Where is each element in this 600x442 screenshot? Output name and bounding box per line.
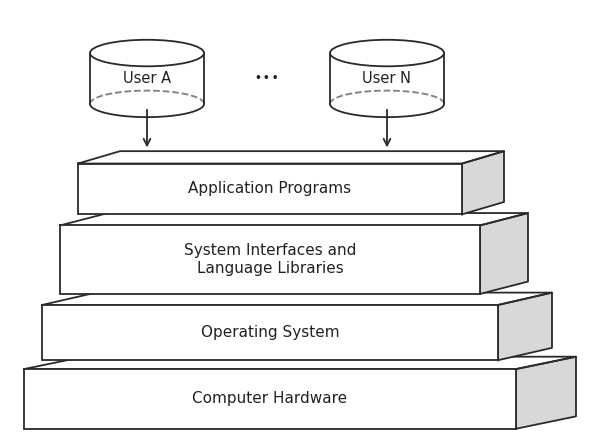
Polygon shape [516,357,576,429]
Bar [24,369,516,429]
Text: Computer Hardware: Computer Hardware [193,392,347,406]
Text: User A: User A [123,71,171,86]
Text: User N: User N [362,71,412,86]
Polygon shape [462,151,504,214]
Text: ...: ... [254,58,280,85]
Bar [60,225,480,294]
Ellipse shape [90,40,204,66]
Polygon shape [42,293,552,305]
Bar [330,53,444,104]
Polygon shape [498,293,552,360]
Bar [42,305,498,360]
Bar [78,164,462,214]
Polygon shape [480,213,528,294]
Bar [90,53,204,104]
Polygon shape [60,213,528,225]
Text: System Interfaces and
Language Libraries: System Interfaces and Language Libraries [184,244,356,276]
Text: Application Programs: Application Programs [188,182,352,196]
Ellipse shape [330,40,444,66]
Polygon shape [78,151,504,164]
Text: Operating System: Operating System [200,325,340,340]
Polygon shape [24,357,576,369]
